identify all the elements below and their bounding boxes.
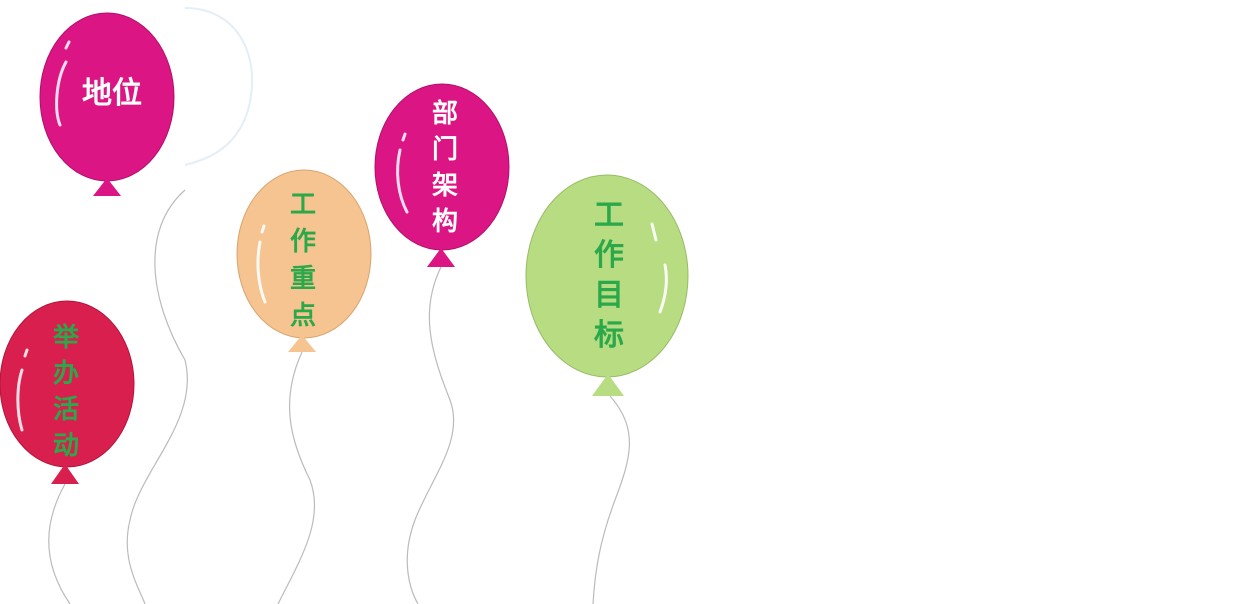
balloon-diwei: [39, 12, 175, 196]
string-gongzuo-zhongdian: [277, 351, 316, 604]
label-juban-huodong: 举 办 活 动: [52, 323, 79, 461]
label-bumen-jiagou: 部 门 架 构: [431, 99, 458, 237]
label-diwei: 地位: [82, 76, 142, 111]
balloon-highlight: [658, 263, 668, 314]
string-gongzuo-mubiao: [592, 395, 631, 604]
balloon-knot: [427, 248, 455, 267]
balloon-highlight: [256, 240, 267, 304]
balloon-knot: [288, 335, 316, 352]
balloon-bumen-jiagou: [374, 83, 510, 267]
string-bumen-jiagou: [406, 266, 455, 604]
balloon-highlight: [16, 368, 24, 432]
string-diwei: [126, 189, 188, 604]
ghost-balloon-outline: [184, 7, 253, 166]
balloon-knot: [592, 374, 624, 396]
balloon-highlight-dot: [64, 40, 71, 50]
balloon-gongzuo-mubiao: [525, 174, 689, 396]
balloon-gongzuo-zhongdian: [236, 169, 372, 352]
balloon-highlight-dot: [260, 224, 266, 234]
balloon-highlight: [55, 60, 68, 127]
balloon-knot: [93, 178, 121, 196]
balloon-highlight-dot: [23, 348, 29, 358]
balloon-highlight-dot: [650, 222, 658, 242]
balloon-juban-huodong: [0, 300, 135, 484]
balloon-highlight: [396, 148, 409, 214]
balloon-knot: [51, 464, 79, 484]
label-gongzuo-zhongdian: 工 作 重 点: [289, 190, 316, 331]
label-gongzuo-mubiao: 工 作 目 标: [594, 198, 624, 353]
balloon-highlight-dot: [401, 132, 407, 142]
string-juban-huodong: [48, 483, 71, 604]
